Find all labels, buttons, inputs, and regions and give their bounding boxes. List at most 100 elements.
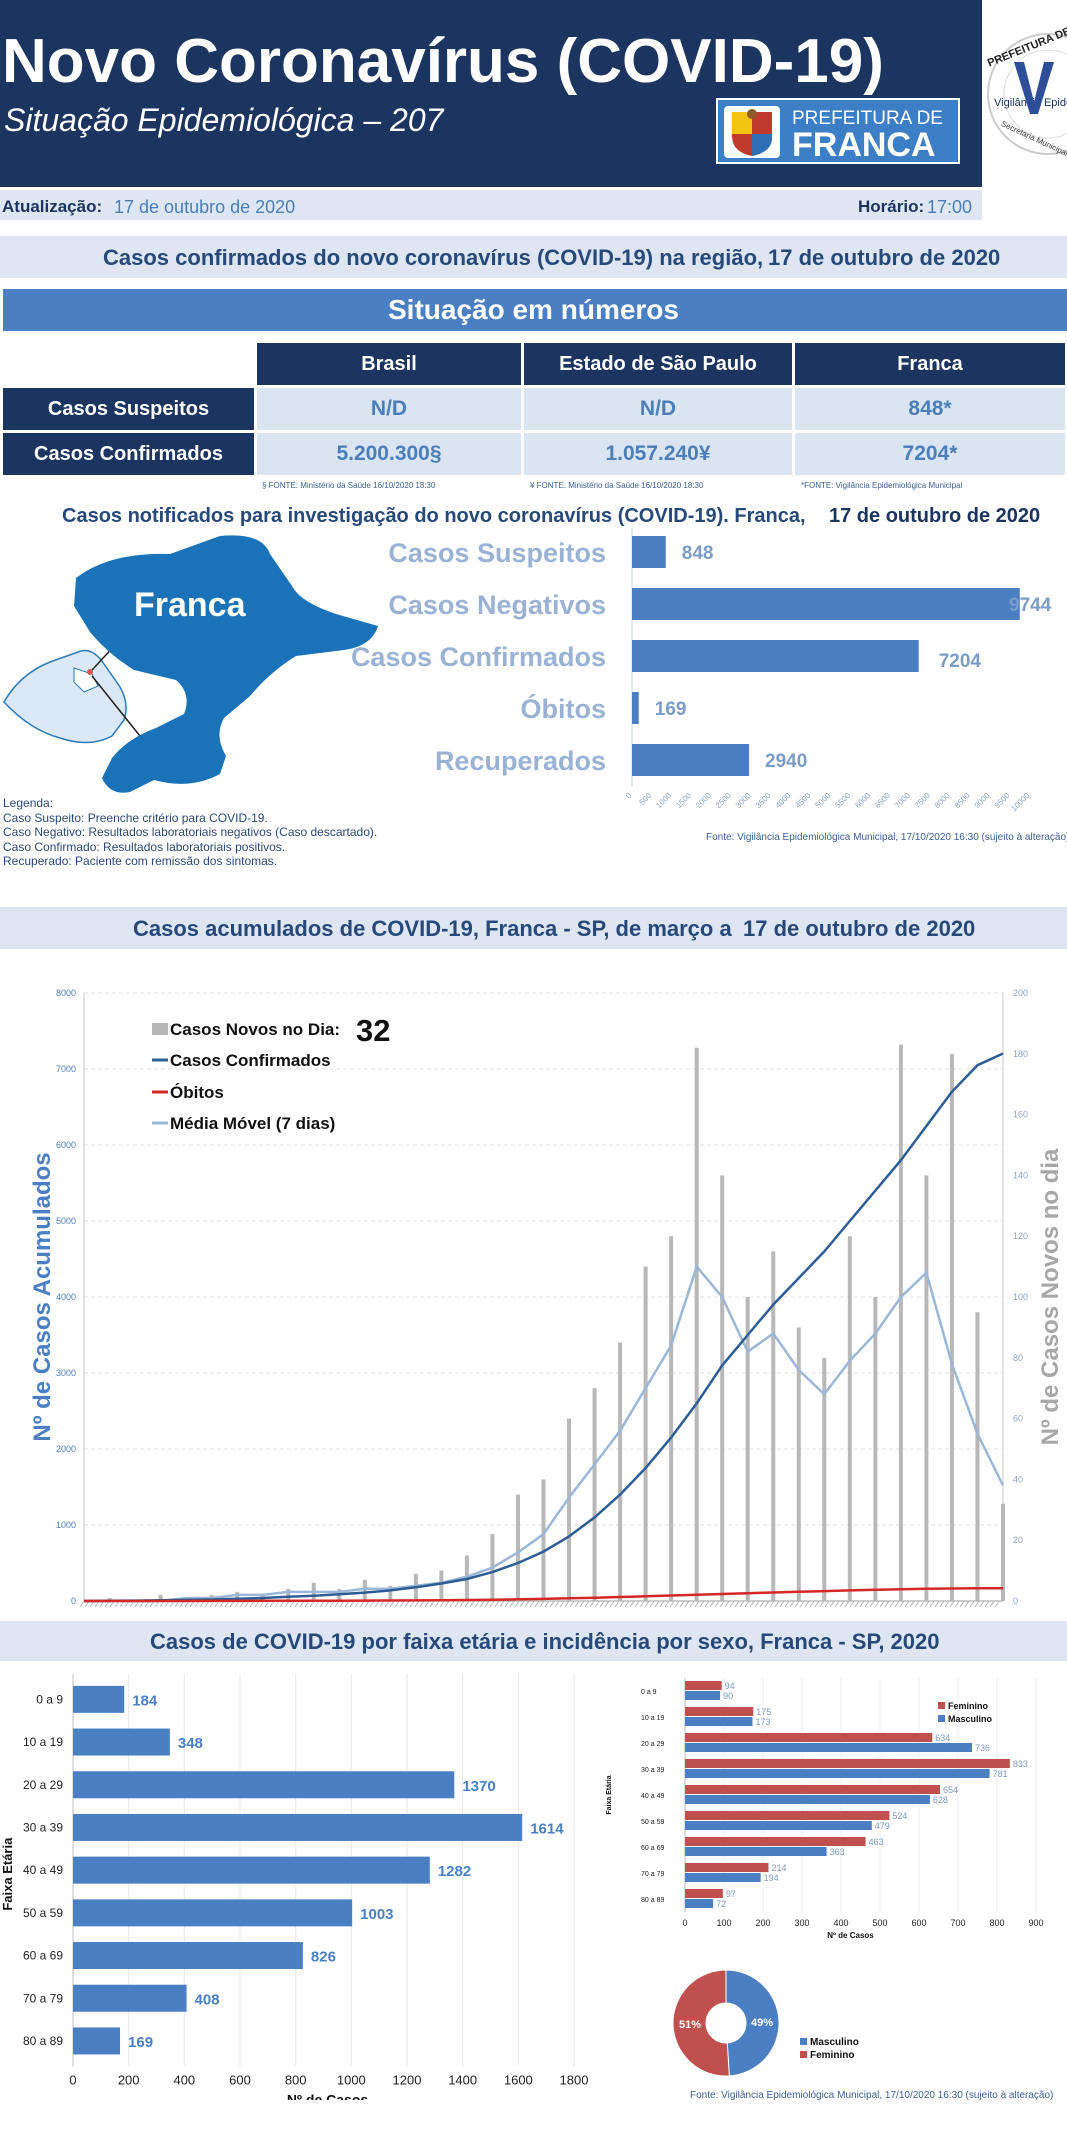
accum-x-tick-mark	[939, 1600, 945, 1608]
daily-new-cases-bar	[541, 1479, 546, 1601]
accum-x-tick-mark	[984, 1600, 990, 1608]
age-band	[0, 1621, 1067, 1661]
accum-x-tick-mark	[539, 1600, 545, 1608]
legend-value-novos: 32	[356, 1013, 390, 1048]
accum-x-tick-mark	[709, 1600, 715, 1608]
sex-legend-swatch-feminino	[938, 1702, 945, 1709]
age-x-tick: 0	[69, 2072, 76, 2087]
notified-x-tick: 9000	[973, 791, 992, 810]
accum-x-tick-mark	[494, 1600, 500, 1608]
age-data-label: 1003	[360, 1906, 393, 1923]
region-band-title: Casos confirmados do novo coronavírus (C…	[103, 245, 764, 270]
accum-x-tick-mark	[804, 1600, 810, 1608]
accum-x-tick-mark	[514, 1600, 520, 1608]
accum-x-tick-mark	[354, 1600, 360, 1608]
accum-y-tick: 7000	[56, 1064, 76, 1074]
age-x-tick: 1400	[448, 2072, 477, 2087]
sex-x-tick: 600	[911, 1918, 926, 1928]
accum-x-tick-mark	[369, 1600, 375, 1608]
accum-y-tick: 8000	[56, 988, 76, 998]
sex-data-label: 781	[993, 1769, 1008, 1779]
accum-x-tick-mark	[669, 1600, 675, 1608]
pie-legend-swatch-feminino	[800, 2051, 807, 2058]
accum-x-tick-mark	[584, 1600, 590, 1608]
update-date: 17 de outubro de 2020	[114, 197, 296, 217]
pie-legend-swatch-masculino	[800, 2038, 807, 2045]
accum-x-tick-mark	[639, 1600, 645, 1608]
accum-x-tick-mark	[749, 1600, 755, 1608]
accum-x-tick-mark	[699, 1600, 705, 1608]
accum-x-tick-mark	[969, 1600, 975, 1608]
sex-category-label: 60 a 69	[641, 1845, 664, 1852]
age-y-axis-title: Faixa Etária	[0, 1837, 15, 1911]
legend-line-suspeito: Caso Suspeito: Preenche critério para CO…	[3, 810, 268, 825]
notified-x-tick: 7000	[893, 791, 912, 810]
age-data-label: 184	[132, 1692, 158, 1709]
accum-x-tick-mark	[974, 1600, 980, 1608]
accumulated-cases-chart: 0 1000 2000 3000 4000 5000 6000 7000 8000 0 20 40 60…	[29, 988, 1064, 1608]
accum-x-tick-mark	[864, 1600, 870, 1608]
cell-franca-suspeitos: 848*	[795, 388, 1065, 430]
accum-x-tick-mark	[944, 1600, 950, 1608]
accum-x-tick-mark	[384, 1600, 390, 1608]
accum-x-tick-mark	[489, 1600, 495, 1608]
notified-x-tick: 2500	[714, 791, 733, 810]
notified-x-tick: 2000	[694, 791, 713, 810]
daily-new-cases-bar	[1001, 1503, 1005, 1601]
accum-y2-tick: 180	[1013, 1049, 1028, 1059]
accum-y2-tick: 20	[1013, 1535, 1023, 1545]
notified-x-tick: 10000	[1009, 791, 1031, 813]
sex-bar-feminino	[685, 1889, 723, 1898]
daily-new-cases-bar	[158, 1594, 163, 1601]
notified-x-tick: 6000	[853, 791, 872, 810]
accum-x-tick-mark	[499, 1600, 505, 1608]
notified-data-label: 7204	[939, 651, 982, 672]
accum-x-tick-mark	[894, 1600, 900, 1608]
sex-data-label: 479	[875, 1821, 890, 1831]
accum-x-tick-mark	[789, 1600, 795, 1608]
notified-x-tick: 5500	[833, 791, 852, 810]
accum-x-tick-mark	[634, 1600, 640, 1608]
accum-x-tick-mark	[684, 1600, 690, 1608]
franca-map: Franca	[3, 535, 378, 793]
accum-band	[0, 907, 1067, 949]
sex-x-tick: 0	[682, 1918, 687, 1928]
accum-y-tick: 0	[71, 1596, 76, 1606]
sex-bar-masculino	[685, 1795, 930, 1804]
accum-x-tick-mark	[599, 1600, 605, 1608]
notified-category-label: Recuperados	[435, 746, 606, 776]
age-x-axis-title: Nº de Casos	[287, 2091, 369, 2100]
daily-new-cases-bar	[847, 1236, 852, 1601]
accum-x-tick-mark	[379, 1600, 385, 1608]
sex-data-label: 72	[716, 1899, 726, 1909]
sex-bar-masculino	[685, 1769, 990, 1778]
sex-data-label: 97	[726, 1889, 736, 1899]
age-bar	[73, 1813, 523, 1841]
legend-label-media: Média Móvel (7 dias)	[170, 1114, 335, 1133]
age-bar	[73, 1728, 170, 1756]
accum-x-tick-mark	[784, 1600, 790, 1608]
age-data-label: 826	[311, 1949, 336, 1966]
daily-new-cases-bar	[975, 1312, 980, 1601]
age-band-title: Casos de COVID-19 por faixa etária e inc…	[150, 1629, 940, 1654]
accum-x-tick-mark	[554, 1600, 560, 1608]
source-sp: ¥ FONTE: Ministério da Saúde 16/10/2020 …	[530, 481, 704, 490]
accum-x-tick-mark	[544, 1600, 550, 1608]
accum-y-tick: 6000	[56, 1140, 76, 1150]
age-category-label: 60 a 69	[23, 1949, 63, 1963]
accum-x-tick-mark	[649, 1600, 655, 1608]
page-subtitle: Situação Epidemiológica – 207	[4, 102, 444, 138]
accum-x-tick-mark	[509, 1600, 515, 1608]
accum-band-date: 17 de outubro de 2020	[743, 916, 976, 941]
daily-new-cases-bar	[669, 1236, 674, 1601]
age-bar	[73, 1771, 455, 1799]
sex-bar-feminino	[685, 1681, 722, 1690]
age-data-label: 1282	[438, 1863, 471, 1880]
age-data-label: 169	[128, 2034, 153, 2051]
accum-x-tick-mark	[469, 1600, 475, 1608]
deaths-line	[84, 1586, 1003, 1603]
notified-bar-chart: Casos Suspeitos 848 Casos Negativos 9744 Cas…	[351, 528, 1052, 813]
accum-y2-axis-title: Nº de Casos Novos no dia	[1037, 1148, 1064, 1445]
accum-x-tick-mark	[454, 1600, 460, 1608]
